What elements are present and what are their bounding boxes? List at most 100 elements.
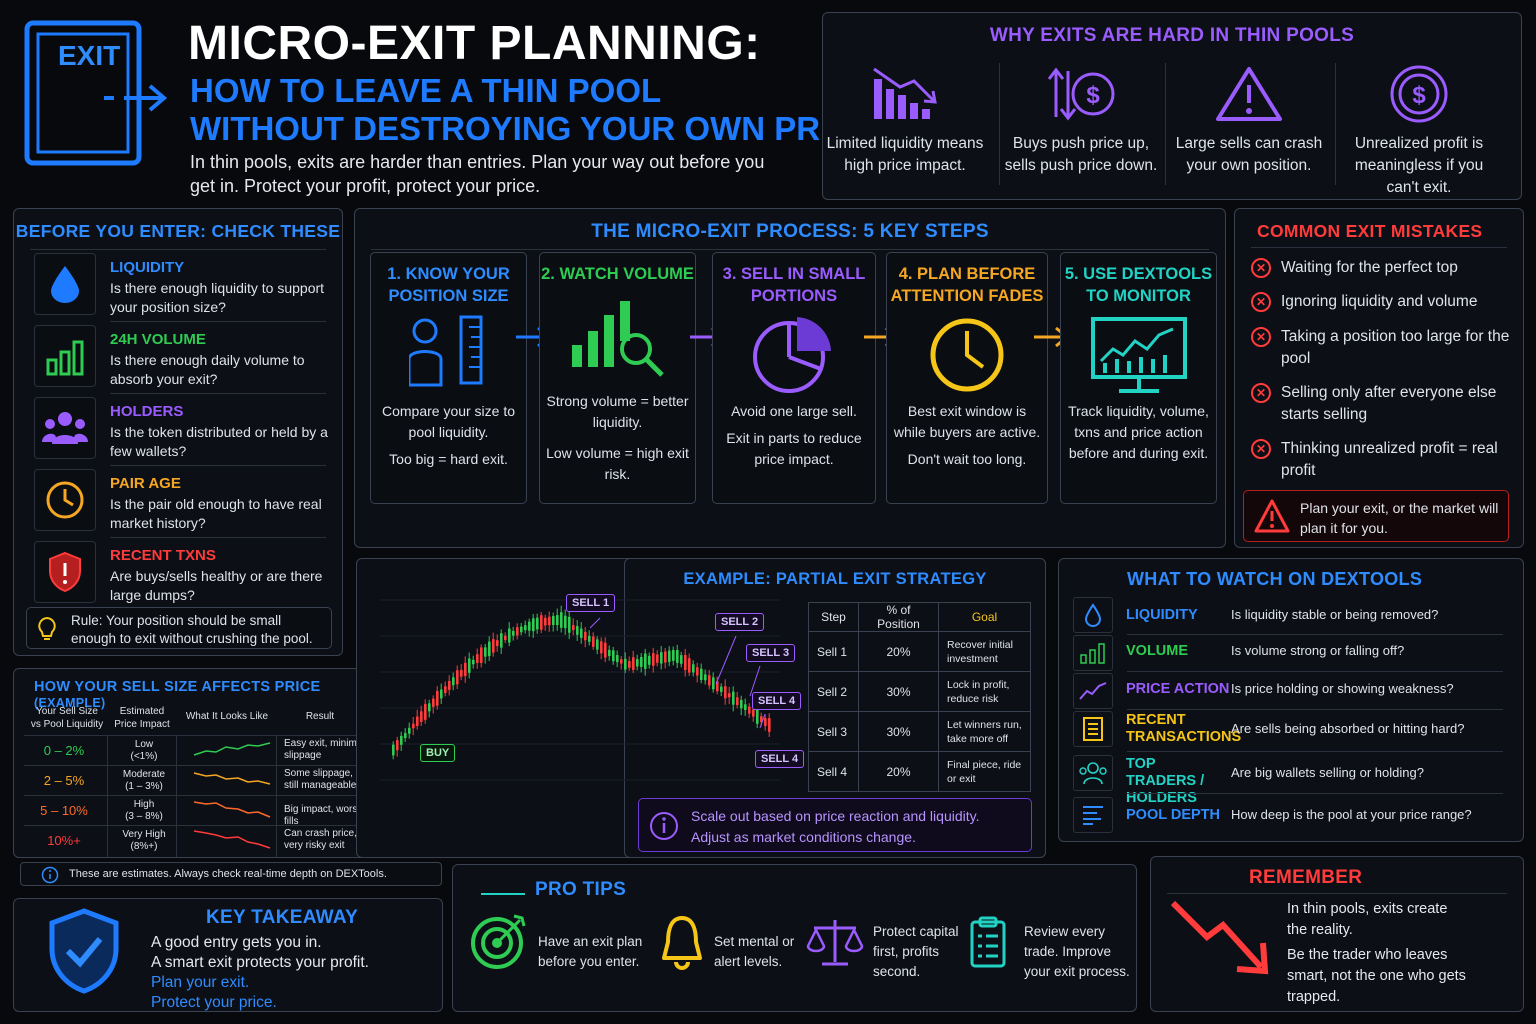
pro-tips-panel: PRO TIPS bbox=[452, 864, 1137, 1012]
candle bbox=[568, 616, 571, 633]
candle bbox=[504, 635, 507, 641]
candle bbox=[656, 654, 659, 663]
candle bbox=[768, 718, 771, 732]
check-item-liquidity: LIQUIDITY Is there enough liquidity to s… bbox=[34, 253, 334, 319]
rule-box: Rule: Your position should be small enou… bbox=[26, 607, 332, 649]
candle bbox=[692, 664, 695, 673]
candle bbox=[444, 686, 447, 693]
sell-tag-3: SELL 3 bbox=[746, 644, 796, 662]
check-item-volume: 24H VOLUME Is there enough daily volume … bbox=[34, 325, 334, 391]
tip-item: Have an exit plan before you enter. bbox=[538, 934, 643, 969]
dollar-coin-icon: $ bbox=[1390, 65, 1448, 123]
check-item-recent-txns: RECENT TXNS Are buys/sells healthy or ar… bbox=[34, 541, 334, 607]
candle bbox=[596, 639, 599, 650]
remember-title: REMEMBER bbox=[1249, 867, 1363, 888]
candle bbox=[660, 652, 663, 664]
candle bbox=[432, 698, 435, 707]
mini-line-chart bbox=[193, 830, 271, 849]
example-note: Scale out based on price reaction and li… bbox=[638, 798, 1032, 852]
candle bbox=[712, 677, 715, 690]
takeaway-title: KEY TAKEAWAY bbox=[206, 907, 359, 928]
candle bbox=[548, 616, 551, 626]
why-exits-panel: WHY EXITS ARE HARD IN THIN POOLS Limited… bbox=[822, 12, 1522, 200]
holders-group-icon bbox=[1079, 762, 1107, 785]
page-subtitle: HOW TO LEAVE A THIN POOL WITHOUT DESTROY… bbox=[190, 72, 876, 147]
mistakes-title: COMMON EXIT MISTAKES bbox=[1257, 221, 1483, 241]
shield-check-icon bbox=[49, 908, 119, 994]
candle bbox=[452, 677, 455, 686]
candle bbox=[440, 689, 443, 699]
watch-item-top-traders: TOP TRADERS / HOLDERS Are big wallets se… bbox=[1073, 755, 1498, 806]
sell-tag-2: SELL 2 bbox=[715, 613, 765, 631]
example-table: Step% of Position Goal Sell 1 20% Recover i… bbox=[808, 602, 1031, 792]
candle bbox=[716, 681, 719, 692]
tip-item: Set mental or alert levels. bbox=[714, 934, 795, 969]
candle bbox=[576, 626, 579, 635]
candle bbox=[520, 626, 523, 633]
table-row: Sell 4 20% Final piece, ride or exit bbox=[808, 751, 1031, 792]
mistakes-panel: COMMON EXIT MISTAKES ✕ Waiting for the pe… bbox=[1234, 208, 1524, 548]
watch-item-volume: VOLUME Is volume strong or falling off? bbox=[1073, 635, 1498, 671]
candle bbox=[420, 711, 423, 722]
step-2-card: 2. WATCH VOLUME Strong volume = better l… bbox=[539, 252, 696, 504]
candle bbox=[612, 650, 615, 662]
candle bbox=[728, 693, 731, 698]
candle bbox=[756, 708, 759, 724]
monitor-chart-icon bbox=[1091, 317, 1187, 393]
candle bbox=[396, 740, 399, 751]
candle bbox=[572, 625, 575, 631]
candle bbox=[456, 670, 459, 685]
table-row: Sell 2 30% Lock in profit, reduce risk bbox=[808, 671, 1031, 712]
info-icon bbox=[41, 866, 59, 884]
mini-line-chart bbox=[193, 801, 271, 818]
water-drop-icon bbox=[1084, 603, 1102, 627]
candle bbox=[604, 642, 607, 658]
candle bbox=[556, 615, 559, 626]
watch-item-liquidity: LIQUIDITY Is liquidity stable or being r… bbox=[1073, 597, 1498, 633]
intro-text: In thin pools, exits are harder than ent… bbox=[190, 152, 765, 196]
tip-item: Protect capital first, profits second. bbox=[873, 924, 959, 979]
dollar-updown-icon: $ bbox=[1047, 67, 1115, 121]
candle bbox=[664, 651, 667, 663]
info-icon bbox=[650, 812, 678, 840]
dextools-watch-title: WHAT TO WATCH ON DEXTOOLS bbox=[1127, 569, 1423, 589]
candle bbox=[528, 621, 531, 631]
mini-line-chart bbox=[193, 742, 271, 756]
tag-connector-lines bbox=[589, 617, 766, 729]
candle bbox=[720, 686, 723, 692]
sell-tag-4: SELL 4 bbox=[752, 692, 802, 710]
volume-bars-icon bbox=[46, 340, 84, 376]
candle bbox=[468, 658, 471, 673]
candle bbox=[636, 659, 639, 667]
candle bbox=[680, 655, 683, 664]
candle bbox=[652, 653, 655, 666]
remember-line: Be the trader who leaves smart, not the … bbox=[1287, 947, 1466, 1005]
mistake-item: ✕ Thinking unrealized profit = real profi… bbox=[1251, 438, 1511, 482]
candle bbox=[496, 640, 499, 647]
dextools-watch-panel: WHAT TO WATCH ON DEXTOOLS LIQUIDITY Is l… bbox=[1058, 558, 1524, 842]
sell-tag-5: SELL 4 bbox=[755, 750, 805, 768]
candle bbox=[424, 704, 427, 720]
document-list-icon bbox=[1083, 717, 1103, 741]
holders-group-icon bbox=[42, 412, 88, 444]
volume-magnifier-icon bbox=[572, 301, 664, 377]
mistake-item: ✕ Waiting for the perfect top bbox=[1251, 257, 1511, 279]
watch-item-price-action: PRICE ACTION Is price holding or showing… bbox=[1073, 673, 1498, 709]
candle bbox=[628, 661, 631, 668]
candle bbox=[500, 633, 503, 648]
why-item: Limited liquidity means high price impac… bbox=[825, 65, 985, 177]
sell-size-row: 2 – 5% Moderate (1 – 3%) Some slippage, s… bbox=[43, 768, 357, 792]
candle bbox=[696, 667, 699, 676]
candle bbox=[532, 618, 535, 632]
candle bbox=[436, 691, 439, 706]
candle bbox=[524, 625, 527, 631]
candle bbox=[764, 718, 767, 726]
candle bbox=[740, 699, 743, 709]
sell-size-row: 0 – 2% Low (<1%) Easy exit, minimal slipp… bbox=[43, 738, 365, 762]
sell-size-panel: HOW YOUR SELL SIZE AFFECTS PRICE (EXAMPL… bbox=[13, 668, 377, 858]
candle bbox=[492, 639, 495, 653]
example-title: EXAMPLE: PARTIAL EXIT STRATEGY bbox=[683, 570, 987, 588]
candle bbox=[744, 704, 747, 710]
candle bbox=[732, 691, 735, 705]
sell-tag-1: SELL 1 bbox=[566, 594, 616, 612]
